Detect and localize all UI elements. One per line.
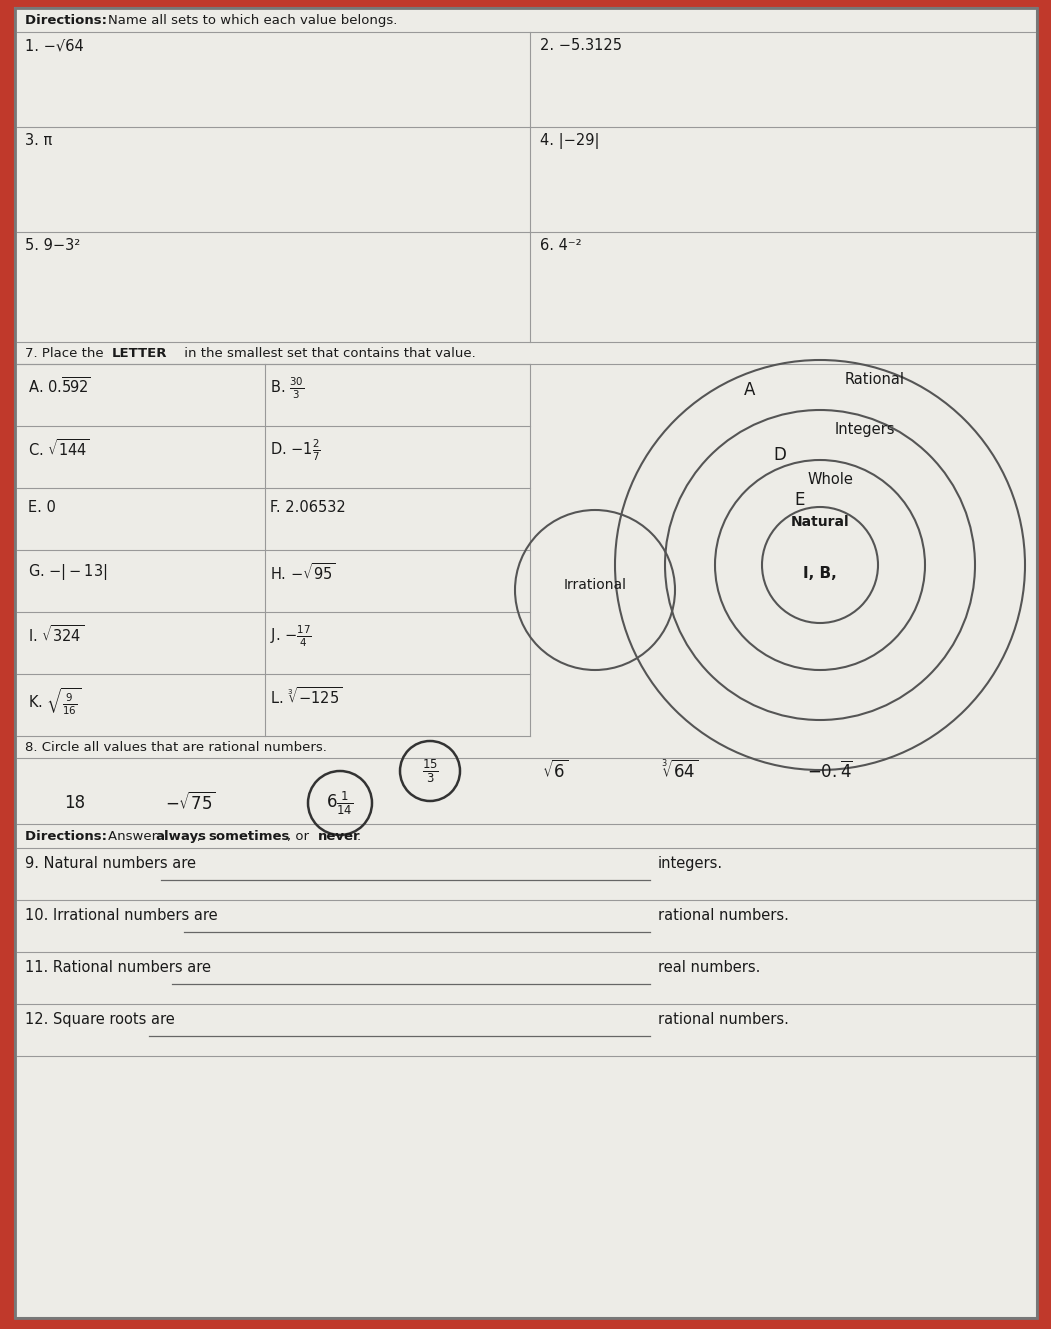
Text: D: D xyxy=(774,447,786,464)
Text: H. $-\sqrt{95}$: H. $-\sqrt{95}$ xyxy=(270,562,335,583)
Text: G. $-|-13|$: G. $-|-13|$ xyxy=(28,562,107,582)
Text: I, B,: I, B, xyxy=(803,566,837,581)
Text: Directions:: Directions: xyxy=(25,831,111,843)
Text: 3. π: 3. π xyxy=(25,133,53,148)
Text: K. $\sqrt{\frac{9}{16}}$: K. $\sqrt{\frac{9}{16}}$ xyxy=(28,686,81,716)
Text: 18: 18 xyxy=(64,793,85,812)
Text: $\sqrt[3]{64}$: $\sqrt[3]{64}$ xyxy=(661,760,699,781)
Text: .: . xyxy=(357,831,362,843)
Text: $6\frac{1}{14}$: $6\frac{1}{14}$ xyxy=(326,789,354,817)
Text: 8. Circle all values that are rational numbers.: 8. Circle all values that are rational n… xyxy=(25,742,327,754)
Text: Rational: Rational xyxy=(845,372,905,387)
Text: B. $\frac{30}{3}$: B. $\frac{30}{3}$ xyxy=(270,376,305,401)
Text: D. $-1\frac{2}{7}$: D. $-1\frac{2}{7}$ xyxy=(270,439,321,464)
Text: Natural: Natural xyxy=(790,516,849,529)
Text: never: never xyxy=(318,831,360,843)
Text: Integers: Integers xyxy=(834,423,895,437)
Text: $-0.\overline{4}$: $-0.\overline{4}$ xyxy=(807,760,852,781)
Text: $\frac{15}{3}$: $\frac{15}{3}$ xyxy=(421,758,438,784)
Text: 5. 9−3²: 5. 9−3² xyxy=(25,238,80,253)
Text: Answer: Answer xyxy=(108,831,162,843)
Text: ,: , xyxy=(197,831,205,843)
Text: E. 0: E. 0 xyxy=(28,500,56,516)
Text: always: always xyxy=(154,831,206,843)
Text: I. $\sqrt{324}$: I. $\sqrt{324}$ xyxy=(28,625,84,645)
Text: A. 0.$\overline{592}$: A. 0.$\overline{592}$ xyxy=(28,376,90,396)
Text: 2. −5.3125: 2. −5.3125 xyxy=(540,39,622,53)
Text: C. $\sqrt{144}$: C. $\sqrt{144}$ xyxy=(28,439,90,459)
Text: , or: , or xyxy=(287,831,313,843)
Text: A: A xyxy=(744,381,756,399)
Text: 9. Natural numbers are: 9. Natural numbers are xyxy=(25,856,195,870)
Text: integers.: integers. xyxy=(658,856,723,870)
Text: L. $\sqrt[3]{-125}$: L. $\sqrt[3]{-125}$ xyxy=(270,686,343,707)
Text: Directions:: Directions: xyxy=(25,15,111,27)
Text: 6. 4⁻²: 6. 4⁻² xyxy=(540,238,581,253)
FancyBboxPatch shape xyxy=(15,8,1037,1318)
Text: 10. Irrational numbers are: 10. Irrational numbers are xyxy=(25,908,218,924)
Text: $-\sqrt{75}$: $-\sqrt{75}$ xyxy=(165,792,215,815)
Text: E: E xyxy=(795,490,805,509)
Text: real numbers.: real numbers. xyxy=(658,960,760,975)
Text: Name all sets to which each value belongs.: Name all sets to which each value belong… xyxy=(108,15,397,27)
Text: 12. Square roots are: 12. Square roots are xyxy=(25,1011,174,1027)
Text: LETTER: LETTER xyxy=(112,347,167,360)
Text: Irrational: Irrational xyxy=(563,578,626,591)
Text: rational numbers.: rational numbers. xyxy=(658,908,789,924)
Text: 4. |−29|: 4. |−29| xyxy=(540,133,599,149)
Text: $\sqrt{6}$: $\sqrt{6}$ xyxy=(542,760,569,781)
Text: sometimes: sometimes xyxy=(208,831,289,843)
Text: rational numbers.: rational numbers. xyxy=(658,1011,789,1027)
Text: Whole: Whole xyxy=(807,472,853,486)
Text: 11. Rational numbers are: 11. Rational numbers are xyxy=(25,960,211,975)
Text: in the smallest set that contains that value.: in the smallest set that contains that v… xyxy=(180,347,476,360)
Text: 7. Place the: 7. Place the xyxy=(25,347,108,360)
Text: 1. −√64: 1. −√64 xyxy=(25,39,84,53)
Text: F. 2.06532: F. 2.06532 xyxy=(270,500,346,516)
Text: J. $-\frac{17}{4}$: J. $-\frac{17}{4}$ xyxy=(270,625,311,650)
